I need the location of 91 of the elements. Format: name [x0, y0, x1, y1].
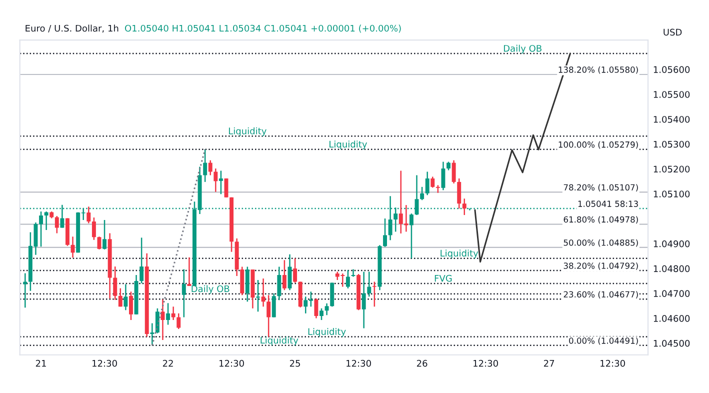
- ref-line-label: 61.80% (1.04978): [564, 216, 638, 224]
- candlestick: [44, 210, 48, 231]
- candlestick: [208, 160, 212, 176]
- y-tick-label: 1.05300: [654, 140, 690, 148]
- candlestick: [282, 259, 286, 291]
- chart-subtitle: O1.05040 H1.05041 L1.05034 C1.05041 +0.00001 (+0.00%): [125, 24, 401, 33]
- candlestick: [245, 266, 250, 302]
- x-tick-label: 12:30: [600, 360, 625, 367]
- candlestick: [102, 219, 107, 250]
- candlestick: [150, 322, 154, 346]
- ref-line-label: 1.05041 58:13: [578, 200, 638, 207]
- candlestick: [23, 272, 28, 308]
- y-tick-label: 1.05400: [654, 116, 690, 123]
- candlestick: [314, 298, 318, 319]
- annotation: Liquidity: [330, 140, 368, 150]
- candlestick: [124, 284, 128, 311]
- y-tick-label: 1.05600: [654, 66, 690, 74]
- x-tick-label: 12:30: [92, 360, 117, 367]
- candlestick: [92, 216, 96, 241]
- x-tick-label: 25: [290, 360, 300, 367]
- annotation: FVG: [434, 274, 452, 282]
- candlestick: [272, 292, 276, 318]
- annotation: Liquidity: [228, 127, 266, 136]
- candlestick: [457, 178, 462, 210]
- chart-title: Euro / U.S. Dollar, 1h: [26, 24, 118, 33]
- candlestick: [176, 312, 181, 330]
- ref-line-label: 100.00% (1.05279): [558, 141, 638, 149]
- candlestick: [362, 271, 366, 329]
- ref-line-label: 38.20% (1.04792): [564, 262, 638, 270]
- x-tick-label: 26: [416, 360, 428, 367]
- candlestick: [261, 278, 266, 308]
- candlestick: [430, 176, 435, 188]
- y-tick-label: 1.04500: [654, 340, 690, 347]
- candlestick: [367, 271, 372, 298]
- y-tick-label: 1.04900: [654, 240, 690, 248]
- candlestick: [330, 282, 334, 308]
- ref-line-label: 50.00% (1.04885): [564, 239, 638, 247]
- x-tick-label: 12:30: [346, 360, 371, 367]
- candlestick: [218, 170, 223, 195]
- candlestick: [39, 210, 44, 248]
- candlestick: [54, 215, 59, 234]
- x-tick-label: 12:30: [474, 360, 498, 367]
- ref-line-label: 0.00% (1.04491): [569, 337, 638, 345]
- x-tick-label: 21: [36, 360, 46, 367]
- y-tick-label: 1.05200: [654, 166, 690, 173]
- candlestick: [86, 206, 91, 224]
- x-tick-label: 27: [544, 360, 554, 367]
- candlestick: [277, 266, 282, 301]
- x-tick-label: 22: [162, 360, 173, 367]
- candlestick: [452, 160, 456, 184]
- candlestick: [324, 302, 329, 316]
- y-tick-label: 1.04600: [654, 315, 690, 322]
- candlestick: [320, 308, 324, 321]
- candlestick: [346, 269, 350, 290]
- candlestick: [409, 212, 414, 259]
- text: USD: [664, 28, 682, 36]
- candlestick: [266, 294, 271, 338]
- candlestick: [140, 237, 144, 284]
- y-tick-label: 1.05500: [654, 91, 690, 98]
- candlestick: [420, 186, 424, 201]
- y-tick-label: 1.05100: [654, 190, 690, 198]
- y-tick-label: 1.04800: [654, 265, 690, 272]
- ref-line-label: 23.60% (1.04677): [564, 291, 638, 299]
- annotation: Liquidity: [260, 336, 298, 346]
- annotation: Liquidity: [308, 328, 346, 337]
- candlestick: [113, 266, 118, 301]
- ref-line-label: 78.20% (1.05107): [564, 184, 638, 192]
- candlestick: [240, 266, 244, 296]
- annotation: Liquidity: [440, 250, 478, 258]
- candlestick: [70, 236, 75, 258]
- ref-line-label: 138.20% (1.05580): [558, 66, 638, 74]
- candlestick: [166, 302, 170, 326]
- candlestick: [214, 168, 218, 193]
- candlestick: [441, 161, 446, 191]
- x-tick-label: 12:30: [220, 360, 244, 367]
- candlestick: [187, 256, 192, 287]
- candlestick: [118, 288, 122, 308]
- candlestick: [182, 268, 186, 318]
- candlestick: [462, 198, 466, 216]
- candlestick: [203, 148, 208, 183]
- candlestick: [383, 218, 387, 248]
- candlestick: [293, 258, 298, 284]
- candlestick: [256, 279, 260, 312]
- candlestick: [425, 171, 430, 196]
- y-tick-label: 1.04700: [654, 290, 690, 297]
- candlestick: [129, 291, 133, 321]
- annotation: Daily OB: [192, 285, 230, 294]
- candlestick: [224, 178, 228, 198]
- annotation: Daily OB: [504, 44, 542, 54]
- candlestick: [97, 236, 102, 250]
- candlestick: [171, 306, 176, 321]
